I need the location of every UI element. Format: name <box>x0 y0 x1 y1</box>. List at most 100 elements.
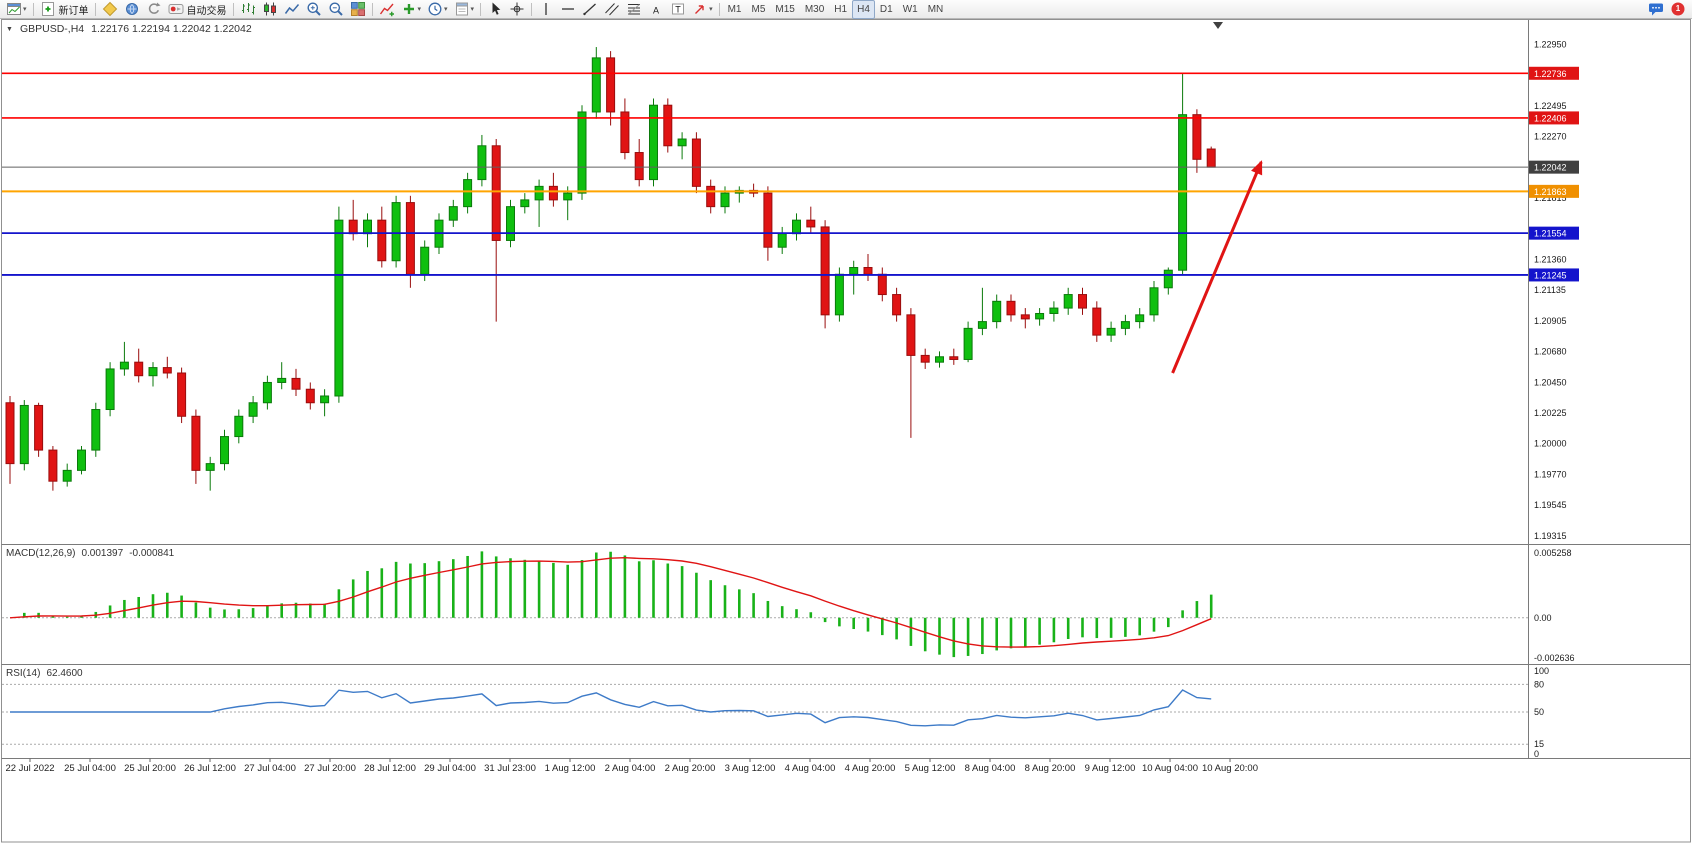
price-badge-label: 1.22406 <box>1534 113 1567 123</box>
candle <box>977 321 987 329</box>
price-axis-label: 1.20450 <box>1534 377 1567 387</box>
candle <box>420 246 430 275</box>
crosshair-button[interactable] <box>506 0 528 19</box>
zoom-in-button[interactable] <box>303 0 325 19</box>
candle <box>1163 269 1173 289</box>
rsi-value: 62.4600 <box>46 668 83 679</box>
macd-signal-line <box>9 556 1212 648</box>
tile-windows-button[interactable] <box>347 0 369 19</box>
time-axis-label: 28 Jul 12:00 <box>364 763 416 774</box>
caret-down-icon: ▾ <box>470 6 475 13</box>
chart-context-icon[interactable]: ▼ <box>6 25 13 33</box>
macd-name: MACD(12,26,9) <box>6 548 76 559</box>
candle <box>1206 148 1216 168</box>
main-chart-pane[interactable] <box>2 20 1528 543</box>
candle <box>62 469 72 482</box>
candle <box>134 361 144 377</box>
toolbar: ▾ 新订单 自动交易 ▾ ▾ ▾ A T ▾ M1 M5 M15 M30 H1 H4 D1 W1 MN 1 <box>0 0 1692 19</box>
clock-icon <box>427 1 443 17</box>
tf-h4-button[interactable]: H4 <box>852 0 875 19</box>
equidistant-channel-button[interactable] <box>601 0 623 19</box>
candle <box>1092 307 1102 336</box>
price-axis-label: 1.20225 <box>1534 408 1567 418</box>
candle <box>1078 294 1087 309</box>
chart-shift-marker[interactable] <box>1213 22 1223 29</box>
candle <box>720 192 730 208</box>
notification-count: 1 <box>1675 4 1681 13</box>
candle <box>649 104 658 181</box>
new-chart-button[interactable]: ▾ <box>3 0 30 19</box>
rsi-axis-label: 50 <box>1534 707 1544 717</box>
price-badge <box>1529 184 1579 198</box>
price-axis-label: 1.21360 <box>1534 254 1567 264</box>
macd-main-value: 0.001397 <box>81 548 124 559</box>
time-axis-label: 26 Jul 12:00 <box>184 763 236 774</box>
tf-m1-button[interactable]: M1 <box>727 3 742 15</box>
hline-icon <box>560 1 576 17</box>
candle <box>1006 300 1016 316</box>
candle <box>448 206 458 221</box>
text-button[interactable]: A <box>645 0 667 19</box>
fibonacci-icon <box>626 1 642 17</box>
chart-symbol-period: GBPUSD-,H4 <box>19 23 85 35</box>
tf-d1-button[interactable]: D1 <box>879 3 893 15</box>
candle <box>234 415 244 438</box>
price-axis-label: 1.22950 <box>1534 39 1567 49</box>
tf-h1-button[interactable]: H1 <box>834 3 848 15</box>
time-axis-label: 4 Aug 04:00 <box>785 763 836 774</box>
add-indicator-button[interactable]: ▾ <box>398 0 425 19</box>
vertical-line-button[interactable] <box>535 0 557 19</box>
candle <box>777 233 787 248</box>
candle <box>1149 287 1159 316</box>
candle <box>363 219 372 235</box>
charts-profile-button[interactable] <box>121 0 143 19</box>
text-label-button[interactable]: T <box>667 0 689 19</box>
trendline-button[interactable] <box>579 0 601 19</box>
candle <box>148 367 158 377</box>
rsi-pane[interactable] <box>2 666 1528 758</box>
notifications-button[interactable]: 1 <box>1667 0 1689 19</box>
globe-icon <box>124 1 140 17</box>
periods-button[interactable]: ▾ <box>424 0 451 19</box>
cursor-icon <box>487 1 503 17</box>
candle <box>48 449 58 482</box>
candlestick-chart-button[interactable] <box>259 0 281 19</box>
candle <box>1178 114 1188 271</box>
arrows-button[interactable]: ▾ <box>689 0 716 19</box>
price-axis-label: 1.19545 <box>1534 500 1567 510</box>
templates-button[interactable]: ▾ <box>451 0 478 19</box>
fibonacci-button[interactable] <box>623 0 645 19</box>
horizontal-line-button[interactable] <box>557 0 579 19</box>
indicators-button[interactable] <box>376 0 398 19</box>
tf-m30-button[interactable]: M30 <box>804 3 825 15</box>
autotrading-button[interactable]: 自动交易 <box>165 0 230 19</box>
new-order-button[interactable]: 新订单 <box>37 0 92 19</box>
candle <box>119 361 129 370</box>
macd-pane[interactable] <box>2 546 1528 663</box>
tf-mn-button[interactable]: MN <box>927 3 944 15</box>
channel-icon <box>604 1 620 17</box>
bar-chart-button[interactable] <box>237 0 259 19</box>
tf-m15-button[interactable]: M15 <box>775 3 795 15</box>
candle <box>906 314 916 356</box>
line-chart-button[interactable] <box>281 0 303 19</box>
zoom-out-button[interactable] <box>325 0 347 19</box>
refresh-button[interactable] <box>143 0 165 19</box>
tile-windows-icon <box>350 1 366 17</box>
time-axis[interactable] <box>2 758 1692 842</box>
time-axis-label: 9 Aug 12:00 <box>1085 763 1136 774</box>
zoom-in-icon <box>306 1 322 17</box>
macd-axis-label: -0.002636 <box>1534 653 1575 663</box>
tf-w1-button[interactable]: W1 <box>902 3 918 15</box>
tf-m5-button[interactable]: M5 <box>751 3 766 15</box>
time-axis-label: 4 Aug 20:00 <box>845 763 896 774</box>
trend-arrow-object[interactable] <box>1171 160 1263 374</box>
chart-ohlc-values: 1.22176 1.22194 1.22042 1.22042 <box>91 23 252 35</box>
autotrading-button-label: 自动交易 <box>186 5 227 17</box>
cursor-button[interactable] <box>484 0 506 19</box>
metaeditor-button[interactable] <box>99 0 121 19</box>
price-axis[interactable] <box>1528 20 1692 758</box>
candle <box>1049 307 1059 314</box>
community-chat-button[interactable] <box>1645 0 1667 19</box>
